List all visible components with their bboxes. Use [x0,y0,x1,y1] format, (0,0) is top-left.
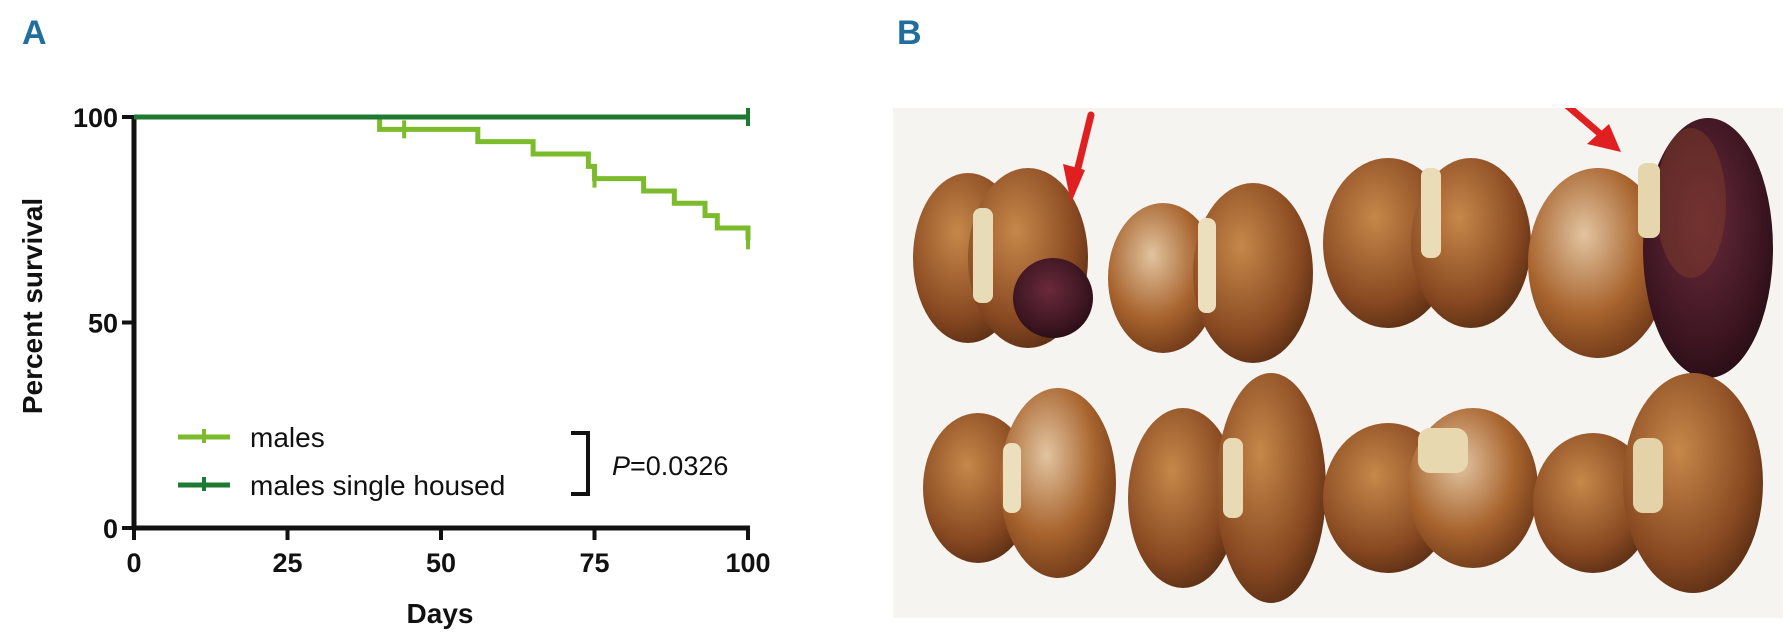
series-lines [134,108,751,250]
p-symbol: P [612,451,630,481]
significance-bracket [571,431,590,496]
legend-label: males single housed [250,470,505,501]
lung-sample-5 [923,388,1116,578]
lung-sample-3 [1323,158,1531,328]
lung-sample-1 [913,168,1093,348]
y-tick-label: 50 [88,309,118,339]
lung-sample-8 [1533,373,1763,593]
survival-chart: 0 25 50 75 100 0 50 100 Days Percent survival m… [17,103,771,629]
p-value-annotation: P=0.0326 [571,431,728,496]
legend-label: males [250,422,325,453]
arrow-icon [1063,111,1095,203]
lung-sample-4 [1528,118,1773,378]
x-tick-label: 100 [725,548,770,578]
x-tick-label: 0 [126,548,141,578]
p-value: =0.0326 [630,451,728,481]
y-tick-label: 100 [73,103,118,133]
ticks: 0 25 50 75 100 0 50 100 [73,103,771,578]
x-tick-label: 25 [272,548,302,578]
arrow-icon [1564,108,1621,152]
lung-photo-illustration [913,108,1773,603]
x-tick-label: 75 [579,548,609,578]
lung-sample-2 [1108,183,1313,363]
x-tick-label: 50 [426,548,456,578]
y-tick-label: 0 [103,514,118,544]
lung-sample-7 [1323,408,1538,573]
legend: males males single housed [178,422,505,501]
y-axis-label: Percent survival [17,198,48,414]
series-line-1 [134,114,751,241]
panel-label-a: A [22,14,47,52]
lung-photo [893,108,1783,618]
lung-sample-6 [1128,373,1326,603]
p-value-label: P=0.0326 [612,451,728,481]
x-axis-label: Days [407,598,474,629]
panel-label-b: B [897,14,922,52]
